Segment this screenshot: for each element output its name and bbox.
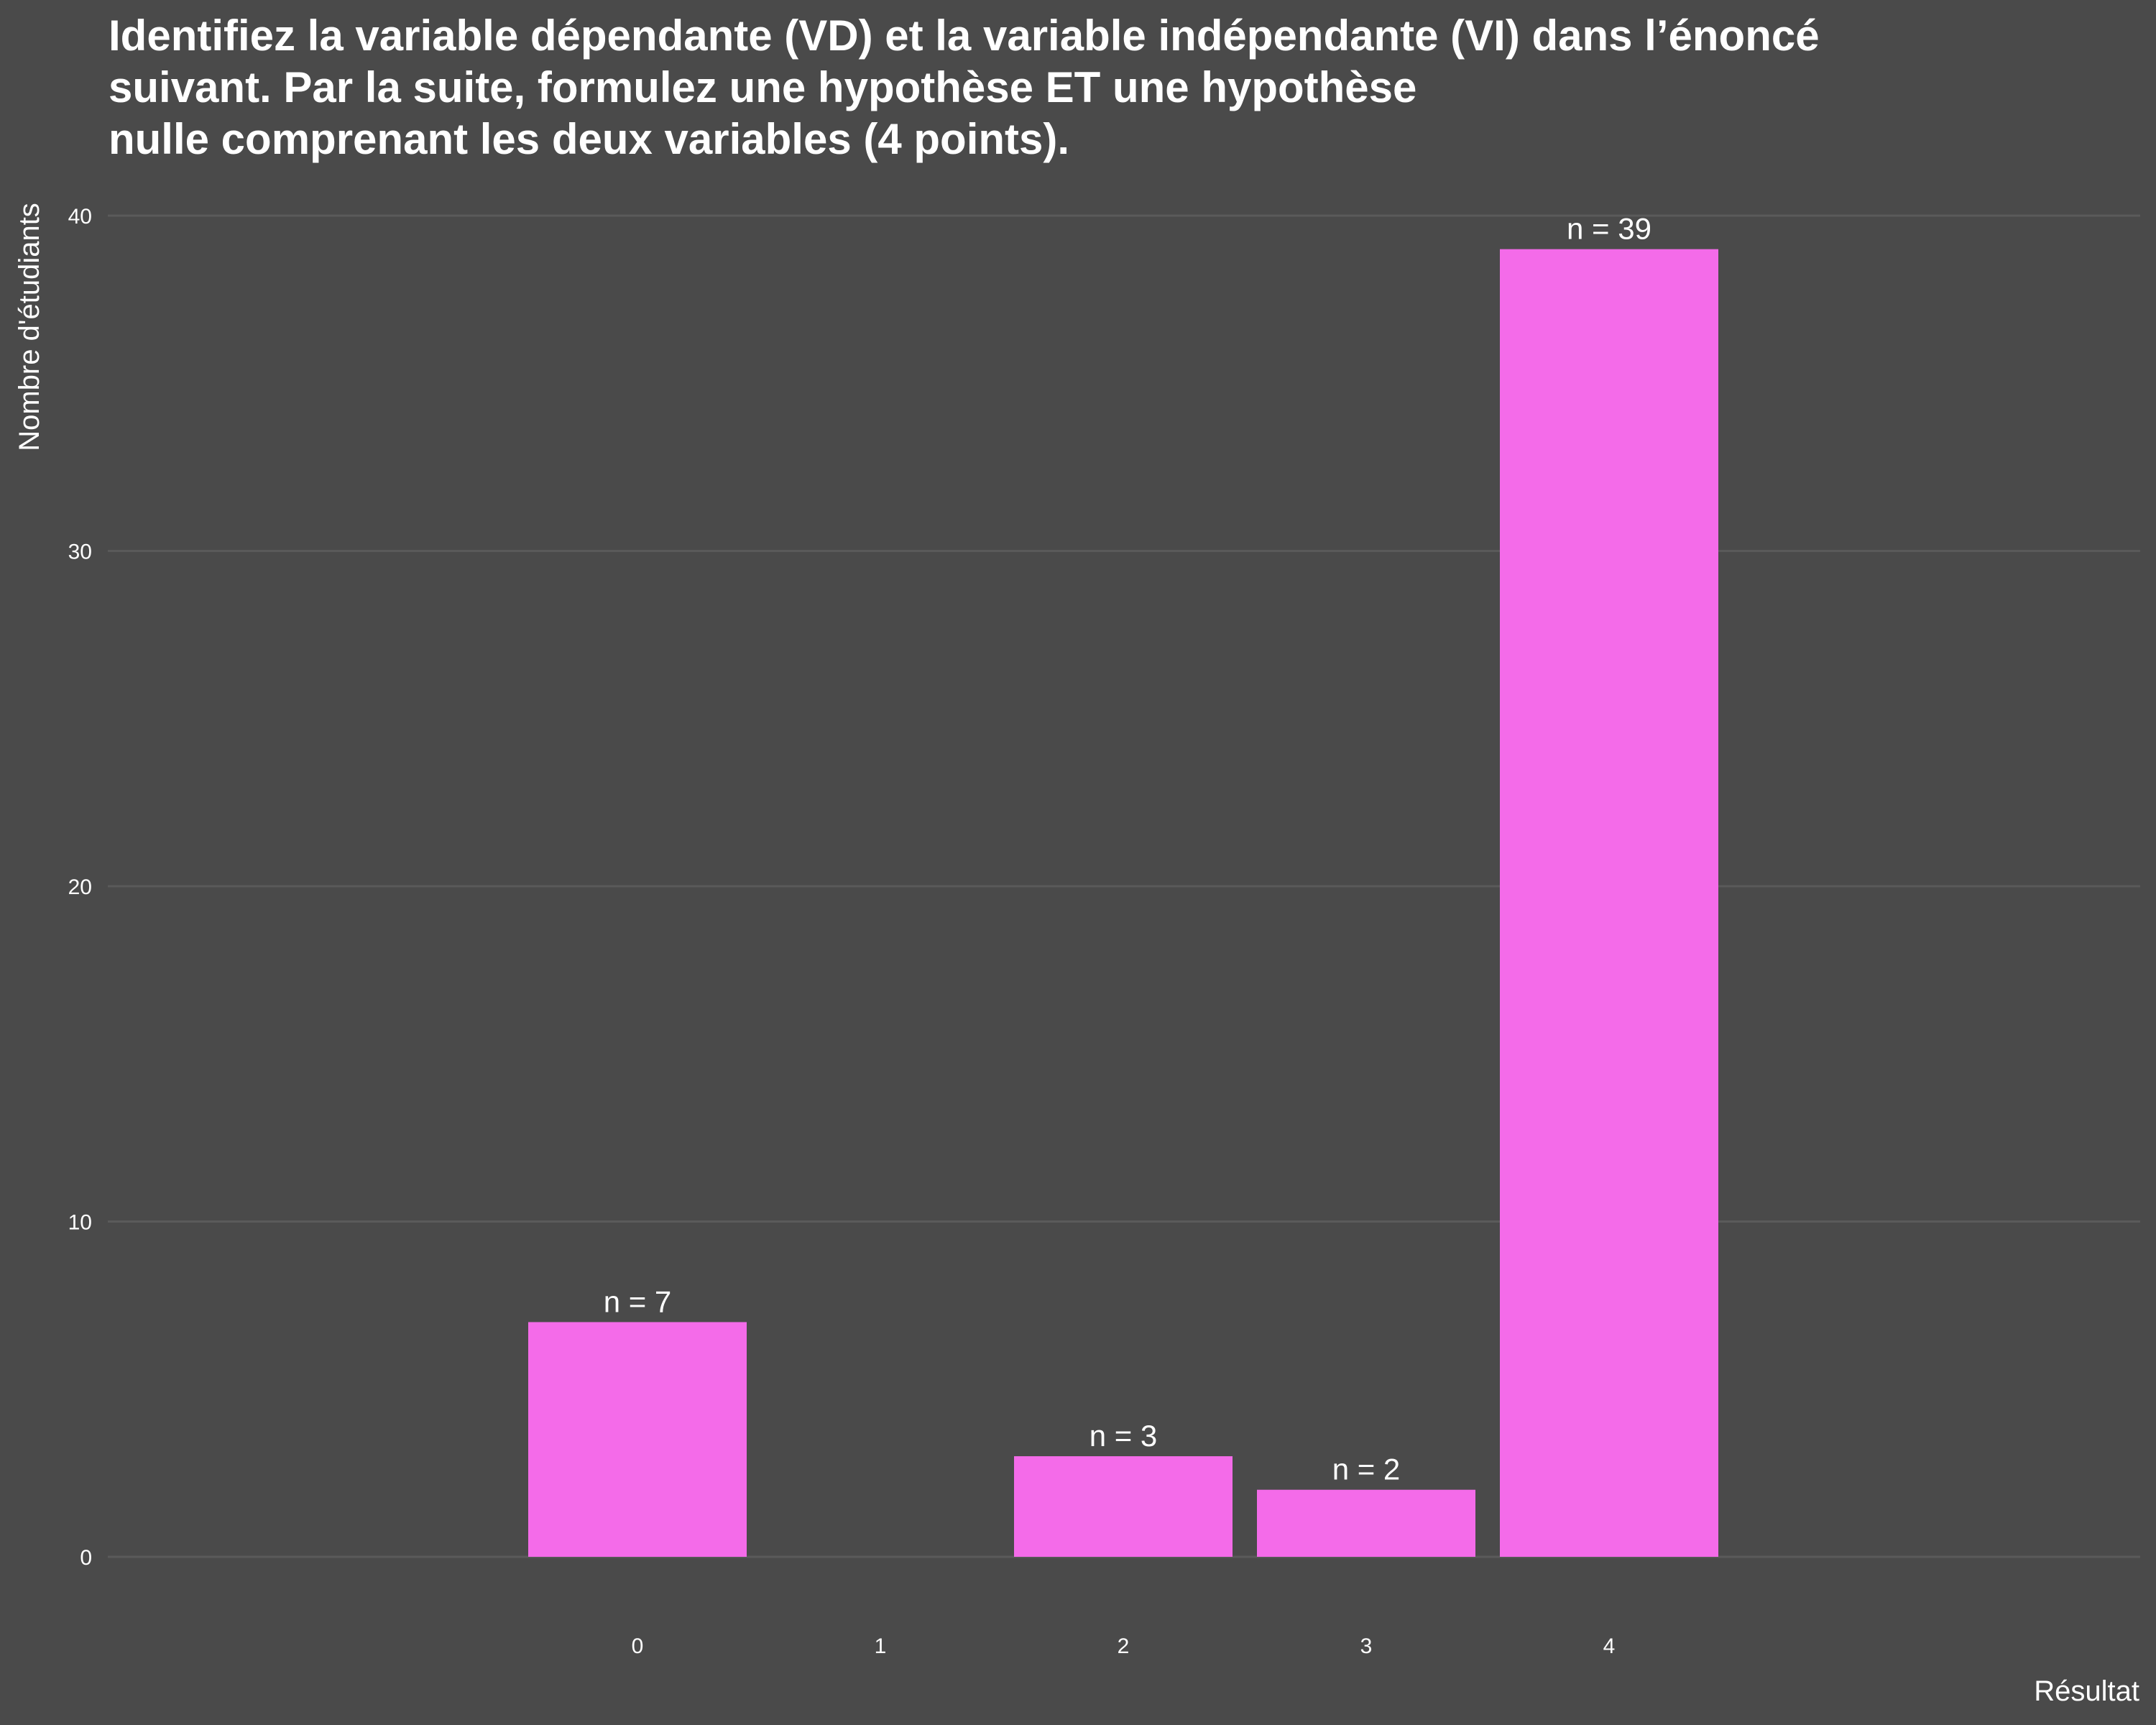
gridlines	[108, 214, 2140, 1558]
bar	[1257, 1489, 1475, 1557]
bar	[1500, 249, 1718, 1557]
bar	[528, 1322, 747, 1557]
x-tick-label: 1	[875, 1634, 887, 1658]
y-tick-label: 40	[68, 205, 92, 229]
x-axis-ticks: 0 1 2 3 4	[632, 1634, 1616, 1658]
y-tick-label: 30	[68, 540, 92, 564]
y-axis-ticks: 0 10 20 30 40	[68, 205, 92, 1570]
y-tick-label: 20	[68, 875, 92, 899]
bars	[528, 249, 1718, 1557]
chart-title-line-2: suivant. Par la suite, formulez une hypo…	[109, 63, 1417, 111]
bar-data-label: n = 2	[1332, 1453, 1401, 1486]
chart-title-line-3: nulle comprenant les deux variables (4 p…	[109, 115, 1070, 163]
bar-data-label: n = 3	[1089, 1419, 1158, 1453]
data-labels: n = 7 n = 3 n = 2 n = 39	[604, 212, 1651, 1486]
chart-title: Identifiez la variable dépendante (VD) e…	[109, 10, 2121, 165]
bar	[1014, 1456, 1233, 1557]
bar-data-label: n = 39	[1567, 212, 1651, 246]
y-tick-label: 10	[68, 1211, 92, 1235]
y-axis-label: Nombre d'étudiants	[14, 203, 45, 451]
bar-data-label: n = 7	[604, 1284, 672, 1318]
x-axis-label: Résultat	[2034, 1675, 2139, 1707]
x-tick-label: 0	[632, 1634, 644, 1658]
x-tick-label: 2	[1118, 1634, 1130, 1658]
y-tick-label: 0	[80, 1546, 92, 1570]
x-tick-label: 3	[1360, 1634, 1373, 1658]
x-tick-label: 4	[1603, 1634, 1616, 1658]
chart-title-line-1: Identifiez la variable dépendante (VD) e…	[109, 12, 1820, 60]
